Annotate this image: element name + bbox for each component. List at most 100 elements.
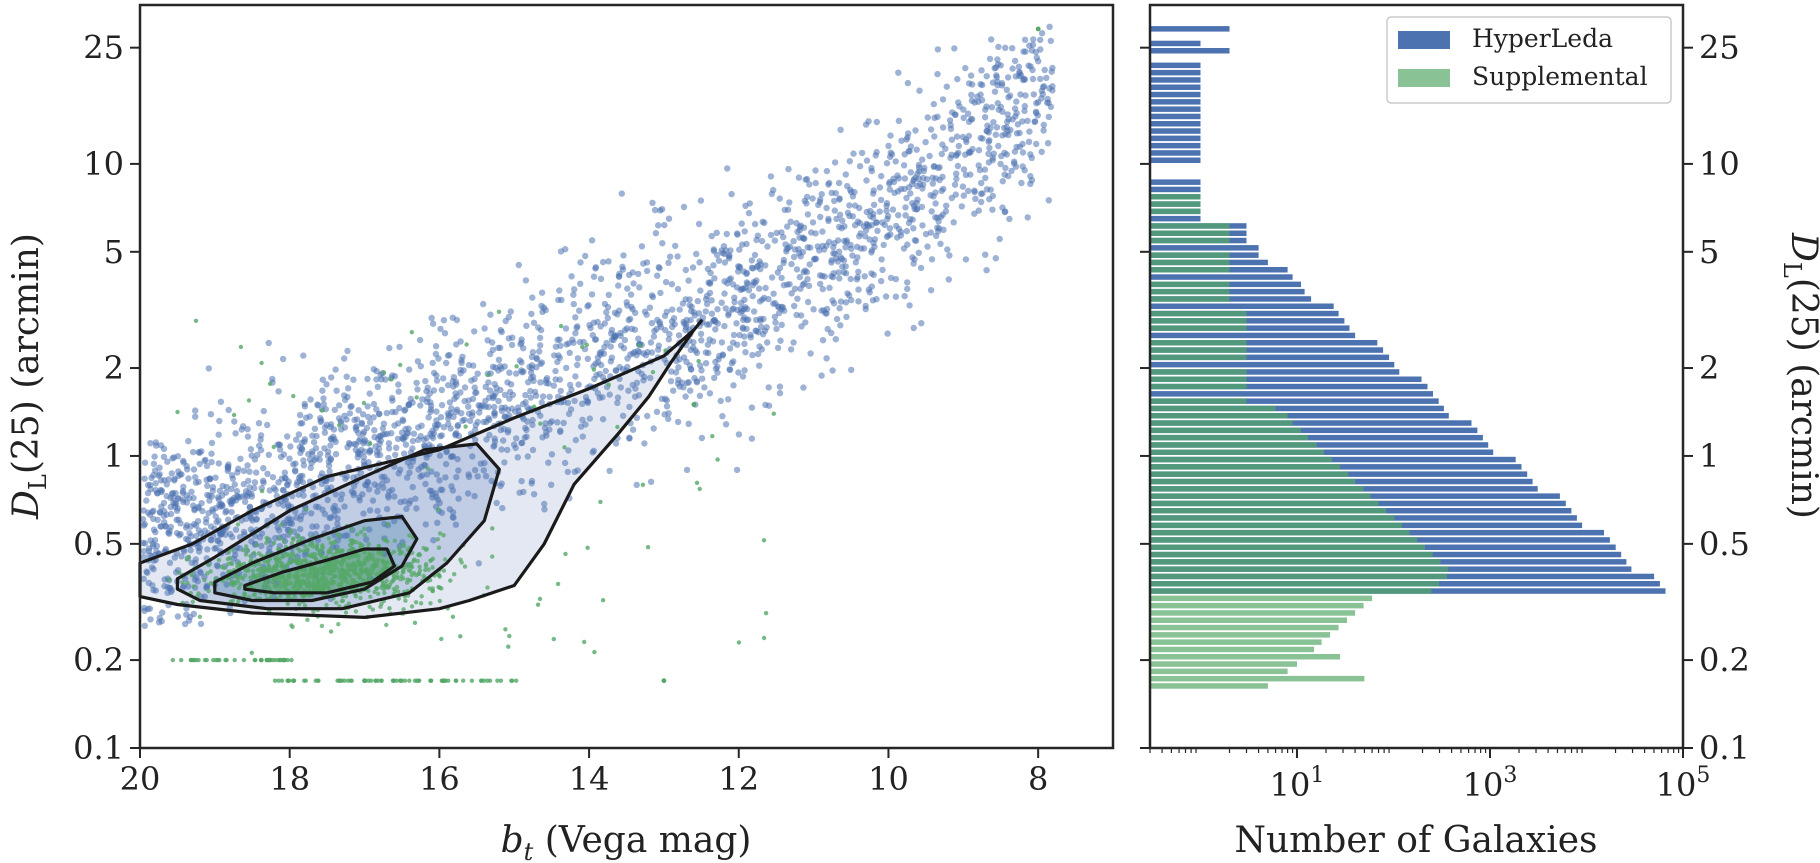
hyperleda-point — [407, 497, 414, 504]
hyperleda-point — [636, 284, 643, 291]
hyperleda-point — [1009, 65, 1016, 72]
hyperleda-point — [599, 258, 607, 266]
hyperleda-point — [590, 273, 598, 280]
hyperleda-point — [331, 406, 338, 414]
supplemental-point — [351, 578, 357, 583]
hyperleda-point — [1045, 113, 1053, 121]
hyperleda-point — [819, 337, 827, 344]
hyperleda-point — [151, 467, 159, 474]
hyperleda-point — [569, 336, 576, 343]
hyperleda-point — [938, 150, 945, 158]
supplemental-point — [289, 657, 294, 663]
hyperleda-point — [461, 416, 468, 423]
hyperleda-point — [592, 336, 600, 343]
hyperleda-point — [567, 406, 575, 413]
hyperleda-point — [985, 150, 992, 157]
hyperleda-point — [1004, 111, 1011, 118]
hyperleda-point — [904, 241, 911, 248]
supplemental-point — [279, 575, 284, 581]
hyperleda-point — [852, 259, 859, 266]
hyperleda-point — [192, 474, 199, 481]
hyperleda-point — [844, 209, 852, 216]
hyperleda-point — [192, 407, 199, 414]
hyperleda-point — [223, 483, 230, 491]
hyperleda-point — [433, 493, 440, 501]
hyperleda-point — [741, 228, 748, 235]
histogram-x-axis-label: Number of Galaxies — [1234, 820, 1597, 861]
hyperleda-point — [150, 515, 157, 523]
hyperleda-point — [733, 320, 740, 327]
supplemental-point — [281, 657, 287, 663]
supplemental-point — [330, 565, 335, 570]
hyperleda-point — [373, 406, 380, 413]
supplemental-bar — [1150, 654, 1341, 660]
hyperleda-point — [537, 379, 544, 386]
supplemental-point — [241, 657, 247, 663]
hyperleda-point — [606, 467, 613, 475]
supplemental-point — [715, 457, 720, 462]
hyperleda-point — [954, 162, 962, 170]
hyperleda-point — [366, 507, 374, 514]
hyperleda-point — [140, 553, 147, 561]
supplemental-point — [450, 614, 456, 619]
hyperleda-point — [341, 503, 348, 510]
hyperleda-point — [1046, 23, 1053, 30]
hyperleda-point — [604, 314, 611, 322]
hyperleda-point — [697, 197, 705, 204]
hyperleda-point — [163, 481, 170, 488]
supplemental-point — [495, 678, 500, 683]
hyperleda-point — [690, 309, 698, 316]
hyperleda-point — [434, 421, 441, 428]
hyperleda-point — [373, 376, 380, 383]
hyperleda-point — [978, 179, 985, 187]
hyperleda-point — [319, 387, 326, 394]
hyperleda-point — [180, 459, 187, 466]
supplemental-point — [252, 550, 257, 556]
supplemental-point — [562, 445, 567, 450]
hyperleda-point — [287, 443, 294, 450]
supplemental-point — [490, 526, 495, 531]
hyperleda-point — [572, 436, 579, 444]
hyperleda-point — [823, 310, 830, 317]
hyperleda-point — [915, 249, 922, 256]
supplemental-point — [414, 395, 419, 400]
hyperleda-point — [279, 355, 287, 363]
supplemental-point — [211, 657, 216, 663]
hyperleda-point — [682, 266, 689, 274]
hyperleda-bar — [1150, 40, 1201, 47]
hyperleda-point — [455, 467, 462, 474]
hyperleda-point — [749, 351, 756, 359]
hyperleda-point — [918, 203, 926, 211]
hyperleda-point — [398, 429, 406, 436]
supplemental-point — [437, 531, 443, 536]
hyperleda-point — [831, 250, 839, 257]
hyperleda-point — [804, 211, 812, 218]
hyperleda-point — [751, 251, 759, 259]
hyperleda-point — [437, 413, 445, 421]
y-tick-label: 5 — [1699, 233, 1719, 271]
hyperleda-point — [998, 82, 1006, 89]
supplemental-point — [250, 568, 256, 573]
hyperleda-point — [847, 241, 854, 249]
supplemental-point — [238, 344, 244, 350]
histogram-y-axis-label: DL(25) (arcmin) — [1778, 232, 1820, 519]
hyperleda-point — [599, 373, 607, 381]
supplemental-bar — [1150, 427, 1301, 434]
supplemental-point — [167, 577, 172, 582]
supplemental-point — [428, 601, 433, 606]
hyperleda-point — [954, 75, 961, 83]
supplemental-point — [428, 558, 433, 563]
hyperleda-point — [406, 366, 413, 373]
hyperleda-point — [812, 255, 820, 262]
hyperleda-point — [426, 390, 433, 397]
hyperleda-point — [275, 527, 283, 534]
hyperleda-point — [472, 426, 479, 433]
supplemental-point — [191, 584, 196, 589]
supplemental-point — [366, 541, 371, 547]
hyperleda-point — [674, 285, 682, 293]
hyperleda-point — [369, 497, 377, 504]
hyperleda-point — [568, 386, 575, 393]
hyperleda-point — [881, 221, 888, 229]
hyperleda-bar — [1150, 62, 1201, 69]
hyperleda-point — [1031, 118, 1038, 126]
